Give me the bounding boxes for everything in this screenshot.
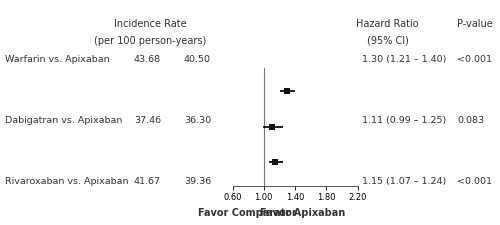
Text: (per 100 person-years): (per 100 person-years) (94, 36, 206, 45)
Text: Rivaroxaban vs. Apixaban: Rivaroxaban vs. Apixaban (5, 177, 128, 186)
Text: 39.36: 39.36 (184, 177, 211, 186)
Text: 43.68: 43.68 (134, 55, 161, 64)
Text: 41.67: 41.67 (134, 177, 161, 186)
Text: 0.083: 0.083 (458, 116, 484, 125)
Text: Incidence Rate: Incidence Rate (114, 19, 186, 29)
Text: <0.001: <0.001 (458, 177, 492, 186)
Text: P-value: P-value (458, 19, 493, 29)
Text: Warfarin vs. Apixaban: Warfarin vs. Apixaban (5, 55, 110, 64)
Text: Favor Comparator: Favor Comparator (198, 208, 297, 218)
Text: <0.001: <0.001 (458, 55, 492, 64)
Text: 40.50: 40.50 (184, 55, 211, 64)
Text: (95% CI): (95% CI) (366, 36, 408, 45)
Text: 1.11 (0.99 – 1.25): 1.11 (0.99 – 1.25) (362, 116, 447, 125)
Text: Favor Apixaban: Favor Apixaban (260, 208, 345, 218)
Text: 36.30: 36.30 (184, 116, 211, 125)
Text: 37.46: 37.46 (134, 116, 161, 125)
Text: 1.15 (1.07 – 1.24): 1.15 (1.07 – 1.24) (362, 177, 447, 186)
Text: Dabigatran vs. Apixaban: Dabigatran vs. Apixaban (5, 116, 122, 125)
Text: 1.30 (1.21 – 1.40): 1.30 (1.21 – 1.40) (362, 55, 447, 64)
Text: Hazard Ratio: Hazard Ratio (356, 19, 419, 29)
